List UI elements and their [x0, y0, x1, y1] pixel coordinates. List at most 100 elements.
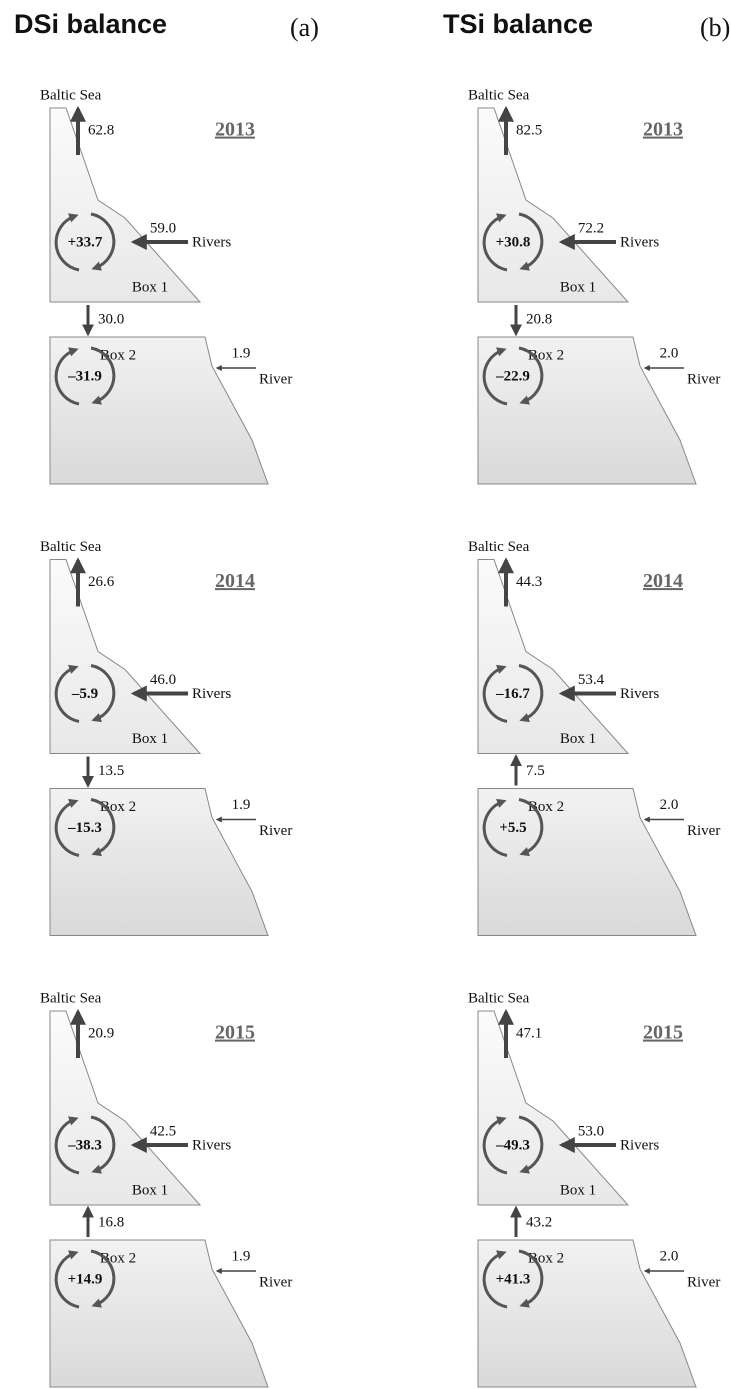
rivers-value: 72.2: [578, 220, 604, 236]
box-2-cycle: [482, 347, 508, 406]
box-2-shape: [477, 1239, 697, 1388]
exchange-value: 20.8: [526, 311, 552, 327]
river-value: 1.9: [232, 345, 251, 361]
box-2-cycle: [54, 798, 80, 857]
outflow-value: 20.9: [88, 1025, 114, 1041]
outflow-value: 82.5: [516, 122, 542, 138]
river-value: 1.9: [232, 797, 251, 813]
box-1-cycle: [54, 664, 80, 723]
outflow-value: 47.1: [516, 1025, 542, 1041]
box-2-cycle: [482, 798, 508, 857]
sea-label: Baltic Sea: [468, 990, 530, 1006]
box-1-cycle: [518, 212, 544, 271]
rivers-value: 59.0: [150, 220, 176, 236]
box-2-cycle: [54, 347, 80, 406]
rivers-label: Rivers: [620, 686, 659, 702]
outflow-value: 44.3: [516, 574, 542, 590]
column-title: TSi balance: [443, 9, 593, 39]
rivers-value: 53.0: [578, 1123, 604, 1139]
box-2-change: +14.9: [68, 1271, 103, 1287]
box-1-cycle: [54, 213, 80, 272]
river-value: 1.9: [232, 1248, 251, 1264]
exchange-value: 30.0: [98, 311, 124, 327]
sea-label: Baltic Sea: [40, 539, 102, 555]
river-label: River: [687, 1274, 720, 1290]
river-label: River: [259, 1274, 292, 1290]
box-1-cycle: [518, 1115, 544, 1174]
river-label: River: [259, 371, 292, 387]
river-value: 2.0: [660, 345, 679, 361]
box-2-cycle: [90, 346, 116, 405]
river-label: River: [259, 823, 292, 839]
exchange-value: 13.5: [98, 763, 124, 779]
box-2-cycle: [54, 1250, 80, 1309]
column-label: (b): [700, 13, 730, 42]
box-1-cycle: [482, 1116, 508, 1175]
panel: Baltic Sea 2013 62.8 59.0 Rivers Box 1 +33.7 30…: [40, 87, 292, 485]
column-label: (a): [290, 13, 319, 42]
box-2-change: –22.9: [495, 368, 530, 384]
box-1-shape: [49, 559, 202, 754]
panel: Baltic Sea 2013 82.5 72.2 Rivers Box 1 +30.8 20…: [468, 87, 720, 485]
year: 2015: [643, 1022, 683, 1044]
rivers-value: 42.5: [150, 1123, 176, 1139]
outflow-value: 62.8: [88, 122, 114, 138]
box-1-shape: [477, 1010, 630, 1206]
river-value: 2.0: [660, 797, 679, 813]
box-1-change: –38.3: [67, 1137, 102, 1153]
rivers-label: Rivers: [620, 234, 659, 250]
rivers-label: Rivers: [192, 1137, 231, 1153]
rivers-value: 46.0: [150, 672, 176, 688]
box-2-shape: [477, 336, 697, 485]
box-1-change: +30.8: [496, 234, 531, 250]
box-1-shape: [477, 107, 630, 303]
rivers-label: Rivers: [192, 686, 231, 702]
box-1-cycle: [54, 1116, 80, 1175]
panel: Baltic Sea 2015 47.1 53.0 Rivers Box 1 –49.3 43…: [468, 990, 720, 1388]
box-2-change: +41.3: [496, 1271, 531, 1287]
box-2-shape: [49, 336, 269, 485]
box-1-cycle: [482, 664, 508, 723]
box-1-label: Box 1: [560, 279, 596, 295]
rivers-label: Rivers: [620, 1137, 659, 1153]
sea-label: Baltic Sea: [40, 87, 102, 103]
panel: Baltic Sea 2014 44.3 53.4 Rivers Box 1 –16.7 7.…: [468, 539, 720, 936]
box-1-change: –5.9: [71, 686, 98, 702]
rivers-label: Rivers: [192, 234, 231, 250]
box-1-change: +33.7: [68, 234, 103, 250]
box-1-cycle: [518, 664, 544, 723]
box-2-shape: [477, 788, 697, 936]
exchange-value: 7.5: [526, 763, 545, 779]
box-1-shape: [477, 559, 630, 754]
outflow-value: 26.6: [88, 574, 115, 590]
panel: Baltic Sea 2015 20.9 42.5 Rivers Box 1 –38.3 16…: [40, 990, 292, 1388]
box-1-label: Box 1: [132, 731, 168, 747]
box-1-shape: [49, 1010, 202, 1206]
panel: Baltic Sea 2014 26.6 46.0 Rivers Box 1 –5.9 13.…: [40, 539, 292, 936]
year: 2014: [215, 570, 255, 592]
river-value: 2.0: [660, 1248, 679, 1264]
sea-label: Baltic Sea: [468, 87, 530, 103]
river-label: River: [687, 823, 720, 839]
box-2-shape: [49, 788, 269, 936]
year: 2013: [643, 119, 683, 141]
box-1-label: Box 1: [132, 279, 168, 295]
column-title: DSi balance: [14, 9, 167, 39]
box-1-label: Box 1: [560, 731, 596, 747]
year: 2013: [215, 119, 255, 141]
box-1-change: –16.7: [495, 686, 530, 702]
year: 2015: [215, 1022, 255, 1044]
box-1-cycle: [90, 1115, 116, 1174]
river-label: River: [687, 371, 720, 387]
box-1-change: –49.3: [495, 1137, 530, 1153]
box-2-change: –31.9: [67, 368, 102, 384]
sea-label: Baltic Sea: [40, 990, 102, 1006]
exchange-value: 16.8: [98, 1214, 124, 1230]
box-2-cycle: [90, 798, 116, 857]
year: 2014: [643, 570, 683, 592]
box-2-cycle: [518, 798, 544, 857]
box-2-change: +5.5: [499, 820, 526, 836]
exchange-value: 43.2: [526, 1214, 552, 1230]
box-2-shape: [49, 1239, 269, 1388]
box-1-label: Box 1: [132, 1182, 168, 1198]
